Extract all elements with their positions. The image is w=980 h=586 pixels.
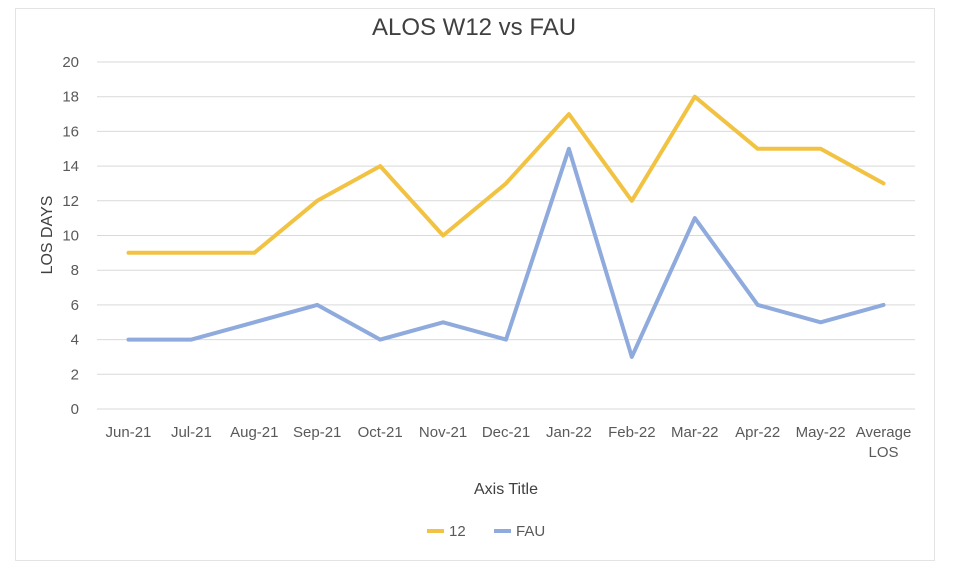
x-tick-label: Nov-21	[419, 424, 467, 441]
data-point	[504, 338, 508, 342]
chart-title: ALOS W12 vs FAU	[372, 14, 576, 41]
x-tick-label: Jan-22	[546, 424, 592, 441]
legend-label: 12	[449, 523, 466, 540]
data-point	[504, 181, 508, 185]
x-tick-label: Dec-21	[482, 424, 530, 441]
x-tick-label: Mar-22	[671, 424, 719, 441]
y-axis-ticks: 0 2 4 6 8 10 12 14 16 18 20	[62, 54, 79, 418]
x-tick-label: Oct-21	[358, 424, 403, 441]
x-tick-label: Apr-22	[735, 424, 780, 441]
data-point	[378, 338, 382, 342]
y-tick-label: 14	[62, 158, 79, 175]
data-point	[189, 338, 193, 342]
y-tick-label: 16	[62, 123, 79, 140]
data-point	[126, 251, 130, 255]
data-point	[756, 303, 760, 307]
y-tick-label: 8	[71, 262, 79, 279]
x-tick-label: Sep-21	[293, 424, 341, 441]
data-point	[252, 251, 256, 255]
data-point	[819, 320, 823, 324]
y-tick-label: 10	[62, 228, 79, 245]
x-axis-title: Axis Title	[474, 481, 538, 498]
data-point	[882, 181, 886, 185]
data-point	[693, 95, 697, 99]
data-point	[693, 216, 697, 220]
legend-label: FAU	[516, 523, 545, 540]
legend: 12 FAU	[427, 523, 545, 540]
y-tick-label: 6	[71, 297, 79, 314]
gridlines	[97, 61, 915, 410]
data-point	[567, 112, 571, 116]
data-point	[189, 251, 193, 255]
y-tick-label: 20	[62, 54, 79, 71]
x-tick-label: Jul-21	[171, 424, 212, 441]
data-point	[819, 147, 823, 151]
data-point	[378, 164, 382, 168]
y-tick-label: 18	[62, 89, 79, 106]
series-line-0	[126, 94, 886, 255]
y-tick-label: 12	[62, 193, 79, 210]
y-tick-label: 2	[71, 366, 79, 383]
data-point	[441, 234, 445, 237]
data-point	[630, 199, 634, 203]
data-point	[567, 147, 571, 151]
data-point	[315, 199, 319, 203]
data-point	[126, 338, 130, 342]
x-tick-label: Average LOS	[856, 424, 912, 461]
chart-frame	[15, 8, 935, 561]
x-tick-label: Jun-21	[106, 424, 152, 441]
data-point	[630, 355, 634, 359]
x-tick-label: May-22	[796, 424, 846, 441]
y-tick-label: 0	[71, 401, 79, 418]
series-lines	[126, 94, 886, 359]
data-point	[882, 303, 886, 307]
x-tick-label: Feb-22	[608, 424, 656, 441]
x-axis-ticks: Jun-21 Jul-21 Aug-21 Sep-21 Oct-21 Nov-21 Dec-…	[106, 424, 912, 461]
y-axis-title: LOS DAYS	[39, 196, 56, 275]
data-point	[756, 147, 760, 151]
y-tick-label: 4	[71, 332, 79, 349]
x-tick-label: Aug-21	[230, 424, 278, 441]
data-point	[441, 320, 445, 324]
data-point	[315, 303, 319, 307]
data-point	[252, 320, 256, 324]
